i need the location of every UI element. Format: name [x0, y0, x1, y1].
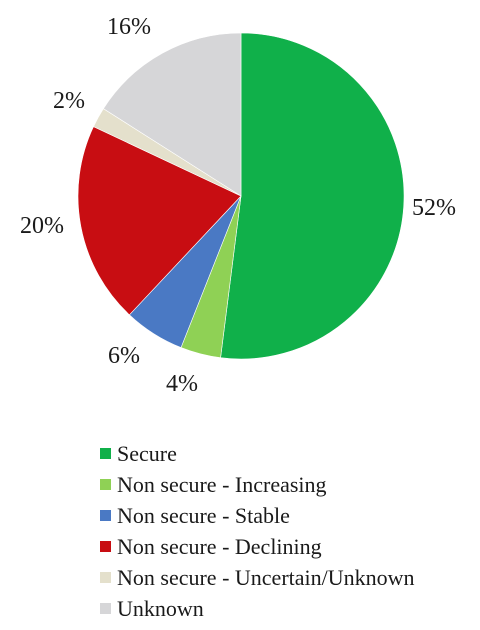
slice-label-non-secure-stable: 6%	[108, 343, 140, 369]
legend-item-unknown: Unknown	[100, 593, 415, 624]
slice-label-non-secure-declining: 20%	[20, 213, 64, 239]
legend-item-non-secure-stable: Non secure - Stable	[100, 500, 415, 531]
legend-swatch	[100, 448, 111, 459]
pie-slices	[77, 32, 405, 360]
pie-chart: 52% 4% 6% 20% 2% 16%	[20, 14, 456, 397]
legend-label: Non secure - Uncertain/Unknown	[117, 564, 415, 590]
slice-label-secure: 52%	[412, 195, 456, 221]
legend-swatch	[100, 603, 111, 614]
slice-label-unknown: 16%	[107, 14, 151, 40]
legend-swatch	[100, 572, 111, 583]
slice-label-non-secure-increasing: 4%	[166, 371, 198, 397]
legend-label: Non secure - Declining	[117, 533, 322, 559]
legend-item-secure: Secure	[100, 438, 415, 469]
pie-slice-secure	[220, 32, 405, 360]
legend: Secure Non secure - Increasing Non secure …	[100, 438, 415, 624]
legend-item-non-secure-uncertain-unknown: Non secure - Uncertain/Unknown	[100, 562, 415, 593]
legend-label: Non secure - Increasing	[117, 471, 327, 497]
legend-label: Secure	[117, 440, 177, 466]
pie-slice-unknown	[102, 32, 242, 197]
legend-label: Unknown	[117, 595, 204, 621]
legend-swatch	[100, 479, 111, 490]
legend-label: Non secure - Stable	[117, 502, 290, 528]
pie-slice-non-secure-declining	[77, 126, 242, 316]
legend-swatch	[100, 510, 111, 521]
legend-item-non-secure-increasing: Non secure - Increasing	[100, 469, 415, 500]
legend-item-non-secure-declining: Non secure - Declining	[100, 531, 415, 562]
slice-label-non-secure-uncertain-unknown: 2%	[53, 88, 85, 114]
legend-swatch	[100, 541, 111, 552]
pie-labels: 52% 4% 6% 20% 2% 16%	[20, 14, 456, 397]
